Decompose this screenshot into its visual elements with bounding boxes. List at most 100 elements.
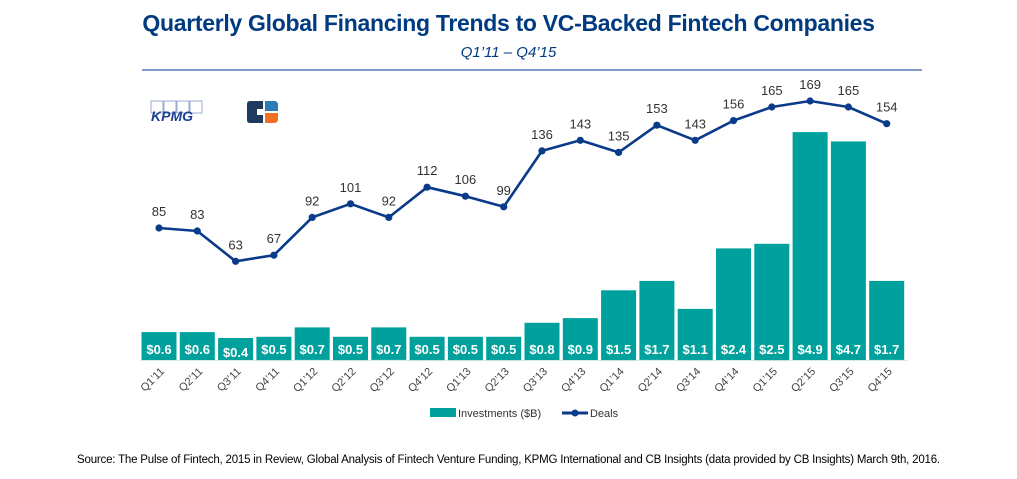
investment-bar-label: $2.4 (721, 342, 747, 357)
deals-point-label: 67 (267, 231, 281, 246)
deals-point (385, 213, 393, 221)
title-divider (142, 69, 922, 71)
deals-point-label: 135 (608, 128, 630, 143)
deals-point-label: 99 (496, 183, 510, 198)
deals-point (346, 200, 355, 208)
x-tick-label: Q2’14 (636, 366, 665, 395)
deals-point (806, 97, 814, 105)
investment-bar-label: $0.5 (338, 342, 363, 357)
deals-point-label: 165 (761, 83, 783, 98)
x-tick-label: Q4’13 (559, 366, 588, 395)
investment-bar-label: $4.9 (797, 342, 822, 357)
investment-bar (754, 243, 790, 361)
deals-point-label: 85 (152, 204, 166, 219)
investment-bar (218, 338, 254, 360)
x-tick-label: Q1’13 (444, 366, 473, 395)
investment-bar-label: $0.8 (529, 342, 554, 357)
investment-bar (639, 280, 675, 360)
legend: Investments ($B) Deals (430, 408, 619, 420)
investment-bar (141, 332, 177, 360)
x-tick-label: Q3’14 (674, 366, 703, 395)
x-tick-label: Q2’15 (789, 366, 818, 395)
investment-bar (677, 308, 713, 361)
investment-bar (792, 132, 828, 360)
investment-bar (256, 336, 292, 361)
investment-bar (447, 336, 483, 361)
legend-marker-deals (571, 409, 579, 417)
deals-point-label: 101 (340, 180, 362, 195)
kpmg-logo-text: KPMG (151, 108, 193, 124)
investment-bar (716, 248, 751, 360)
investment-bar (524, 322, 560, 360)
investment-bar (869, 280, 905, 360)
source-note: Source: The Pulse of Fintech, 2015 in Re… (77, 454, 940, 466)
investment-bar-label: $1.5 (606, 342, 631, 357)
deals-point (844, 103, 853, 111)
deals-point (270, 251, 278, 259)
investment-bar (486, 336, 522, 361)
deals-point-label: 92 (305, 193, 319, 208)
deals-point (538, 147, 546, 155)
x-tick-label: Q3’13 (521, 366, 550, 395)
x-tick-label: Q4’15 (866, 366, 895, 395)
deals-point (500, 203, 508, 211)
deals-point (461, 192, 469, 200)
investment-bar-label: $0.9 (568, 342, 593, 357)
deals-point (155, 224, 163, 232)
x-tick-label: Q1’14 (597, 366, 626, 395)
investment-bar-label: $1.7 (644, 342, 669, 357)
deals-point-label: 143 (569, 116, 591, 131)
x-tick-label: Q1’15 (751, 366, 780, 395)
deals-point (308, 213, 316, 221)
investment-bar (371, 327, 407, 360)
deals-point (193, 227, 201, 235)
deals-point (232, 257, 240, 265)
deals-point-label: 169 (799, 77, 821, 92)
investment-bar-label: $0.5 (453, 342, 478, 357)
investment-bar-label: $1.1 (683, 342, 708, 357)
deals-point-label: 106 (455, 172, 477, 187)
investment-bar-label: $0.7 (376, 342, 401, 357)
deals-point (768, 103, 776, 111)
investment-bar-label: $0.5 (414, 342, 439, 357)
investment-bar (294, 327, 330, 360)
x-tick-label: Q1’11 (138, 366, 167, 395)
legend-swatch-investments (430, 408, 456, 417)
deals-point (653, 121, 661, 129)
x-tick-label: Q2’13 (483, 366, 512, 395)
x-tick-label: Q3’11 (215, 366, 244, 395)
deals-point-label: 143 (684, 116, 706, 131)
x-tick-label: Q4’12 (406, 366, 435, 395)
x-tick-label: Q2’12 (329, 366, 358, 395)
legend-label-investments: Investments ($B) (458, 408, 541, 420)
x-axis-labels: Q1’11 Q2’11 Q3’11 Q4’11 Q1’12 Q2’12 Q3’12 Q4’12… (138, 366, 894, 395)
bars-layer: $0.6 $0.6 $0.4 $0.5 $0.7 $0.5 $0.7 $0.5 $0.5 $0.5… (140, 132, 908, 361)
investment-bar (333, 336, 368, 361)
x-tick-label: Q2’11 (177, 366, 206, 395)
investment-bar (562, 318, 598, 360)
deals-point-label: 92 (382, 193, 396, 208)
legend-label-deals: Deals (590, 408, 619, 420)
kpmg-logo: KPMG (150, 100, 203, 124)
deals-point (615, 148, 623, 156)
investment-bar (830, 141, 866, 360)
x-tick-label: Q3’12 (368, 366, 397, 395)
cb-insights-logo (247, 101, 278, 123)
deals-point-label: 156 (723, 97, 745, 112)
deals-line-layer: 85 83 63 67 92 101 92 112 106 99 136 143 135 153 143 15… (152, 77, 898, 265)
deals-point (729, 117, 738, 125)
deals-point-label: 153 (646, 101, 668, 116)
deals-point-label: 154 (876, 100, 898, 115)
investment-bar (409, 336, 445, 361)
investment-bar-label: $4.7 (836, 342, 861, 357)
investment-bar-label: $0.7 (300, 342, 325, 357)
investment-bar-label: $1.7 (874, 342, 899, 357)
x-tick-label: Q1’12 (291, 366, 320, 395)
investment-bar-label: $2.5 (759, 342, 784, 357)
x-tick-label: Q4’14 (712, 366, 741, 395)
deals-line (158, 99, 888, 263)
investment-bar-label: $0.6 (146, 342, 171, 357)
chart-subtitle: Q1’11 – Q4’15 (460, 44, 557, 61)
investment-bar (179, 332, 215, 360)
